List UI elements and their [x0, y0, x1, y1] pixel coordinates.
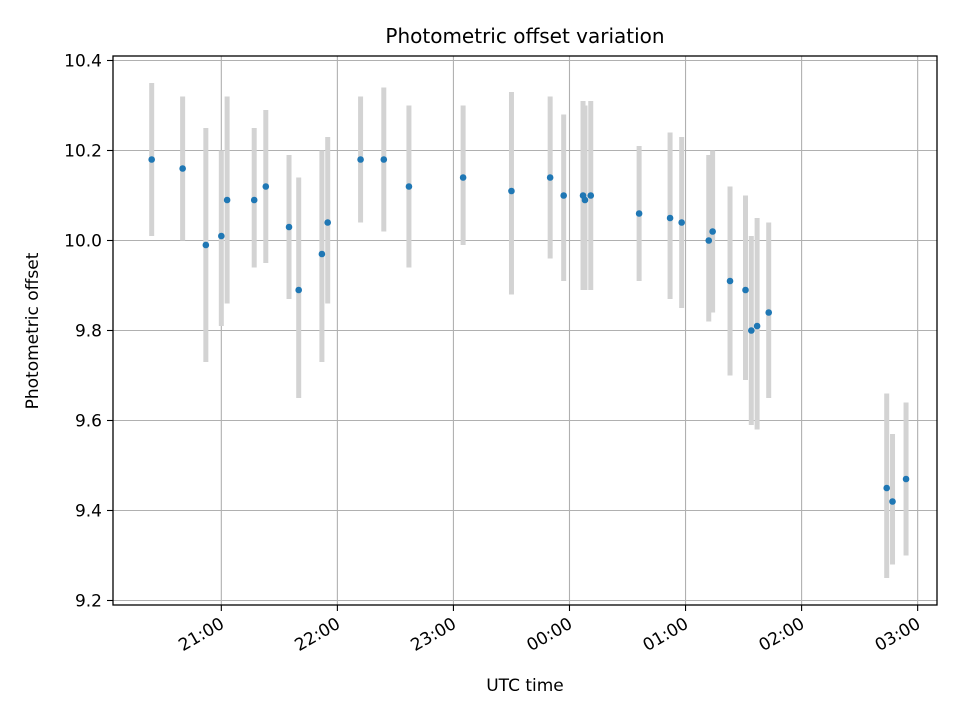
data-point [726, 277, 734, 285]
data-point [250, 196, 258, 204]
grid-layer [113, 56, 937, 605]
y-axis-ticks: 9.2 9.4 9.6 9.8 10.0 10.2 10.4 [64, 52, 113, 612]
y-tick-label: 10.4 [64, 52, 102, 72]
data-point [218, 232, 225, 240]
data-point [380, 156, 388, 163]
data-point [148, 156, 155, 163]
y-tick-label: 10.0 [64, 232, 102, 252]
data-point [742, 286, 749, 294]
data-point [587, 192, 595, 199]
data-point [889, 498, 896, 505]
data-point [546, 174, 554, 181]
data-point [902, 475, 910, 483]
y-tick-label: 9.8 [75, 322, 102, 342]
y-tick-label: 9.4 [75, 502, 102, 522]
data-point [179, 165, 186, 172]
y-tick-label: 10.2 [64, 142, 102, 162]
data-point [357, 156, 364, 163]
data-point [459, 174, 467, 181]
point-layer [148, 156, 910, 505]
data-point [705, 237, 713, 244]
data-point [883, 484, 891, 492]
y-tick-label: 9.6 [75, 412, 102, 432]
data-point [202, 241, 210, 249]
data-point [666, 214, 674, 222]
chart-title: Photometric offset variation [385, 24, 664, 48]
y-tick-label: 9.2 [75, 592, 102, 612]
data-point [635, 210, 643, 217]
data-point [223, 196, 231, 204]
y-axis-label: Photometric offset [23, 252, 43, 409]
data-point [508, 187, 515, 195]
data-point [405, 183, 413, 190]
data-point [709, 228, 716, 235]
data-point [753, 322, 761, 330]
data-point [678, 219, 685, 226]
data-point [262, 183, 270, 190]
data-point [324, 219, 332, 226]
data-point [581, 196, 589, 204]
data-point [285, 223, 293, 231]
data-point [295, 286, 302, 294]
x-axis-label: UTC time [486, 676, 564, 696]
data-point [318, 250, 326, 258]
data-point [765, 309, 773, 316]
data-point [748, 327, 755, 334]
data-point [560, 192, 567, 199]
